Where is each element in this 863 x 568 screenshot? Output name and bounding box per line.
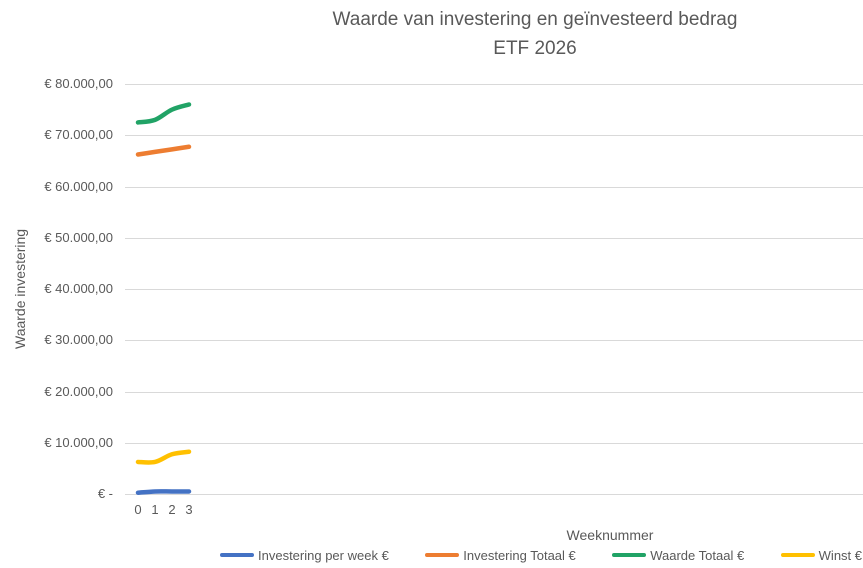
- x-tick-label: 3: [185, 502, 193, 517]
- legend-line-swatch-orange: [425, 553, 460, 557]
- series-line-winst: [135, 449, 192, 465]
- legend-line-swatch-yellow: [780, 553, 815, 557]
- legend-item-waarde-totaal: Waarde Totaal €: [612, 548, 744, 563]
- plot-area: [125, 84, 863, 495]
- legend: Investering per week € Investering Totaa…: [220, 546, 862, 564]
- series-line-investering-totaal: [135, 144, 192, 157]
- x-axis-title: Weeknummer: [566, 527, 654, 543]
- chart-title: Waarde van investering en geïnvesteerd b…: [210, 5, 860, 63]
- x-tick-label: 0: [134, 502, 142, 517]
- y-tick-label: € 60.000,00: [44, 178, 113, 194]
- legend-item-investering-totaal: Investering Totaal €: [425, 548, 576, 563]
- chart-subtitle-text: ETF 2026: [493, 38, 577, 59]
- y-tick-label: € 20.000,00: [44, 383, 113, 399]
- y-tick-label: € 30.000,00: [44, 332, 113, 348]
- y-tick-label: € 50.000,00: [44, 229, 113, 245]
- y-tick-label: € 70.000,00: [44, 127, 113, 143]
- legend-label: Waarde Totaal €: [650, 547, 745, 563]
- legend-label: Investering per week €: [258, 547, 389, 563]
- series-line-waarde-totaal: [135, 102, 192, 125]
- x-tick-label: 1: [151, 502, 159, 517]
- legend-line-swatch-green: [612, 553, 647, 557]
- x-tick-label: 2: [168, 502, 176, 517]
- y-tick-label: € -: [97, 486, 113, 501]
- legend-item-winst: Winst €: [780, 547, 862, 563]
- chart-title-text: Waarde van investering en geïnvesteerd b…: [332, 9, 738, 30]
- legend-line-swatch-blue: [220, 553, 254, 557]
- legend-item-investering-per-week: Investering per week €: [220, 548, 389, 563]
- series-line-investering-per-week: [135, 489, 192, 495]
- legend-label: Winst €: [818, 547, 862, 563]
- y-tick-label: € 40.000,00: [44, 281, 113, 296]
- y-tick-label: € 10.000,00: [44, 434, 113, 450]
- legend-label: Investering Totaal €: [463, 547, 576, 563]
- y-tick-label: € 80.000,00: [44, 76, 113, 91]
